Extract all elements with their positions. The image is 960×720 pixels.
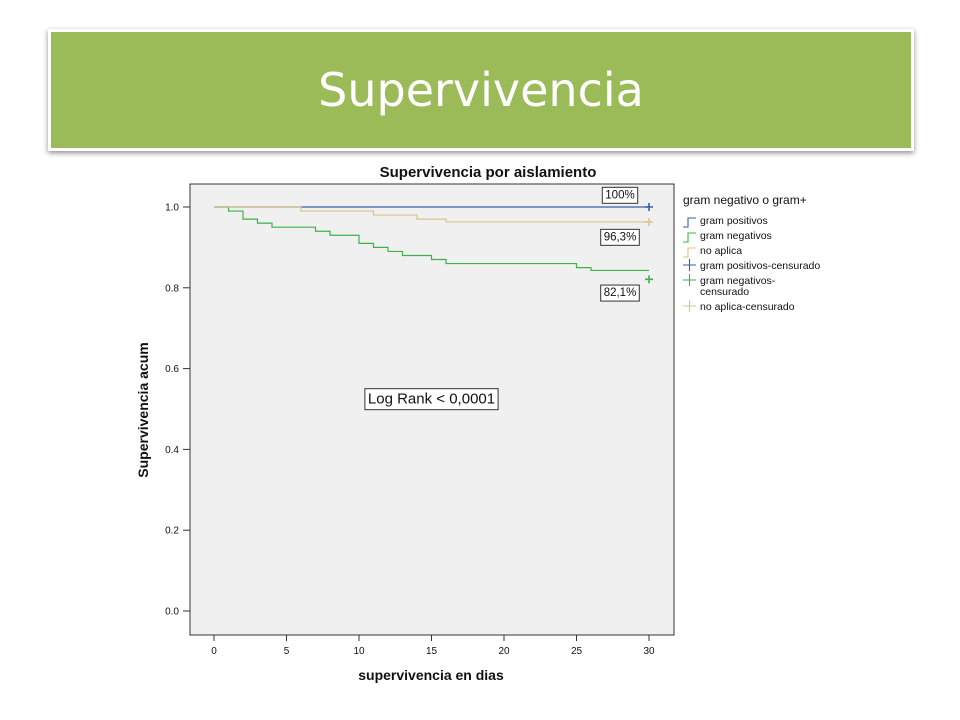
y-tick-label: 0.4 (165, 445, 179, 456)
x-axis-label: supervivencia en dias (358, 667, 504, 683)
annotation-label: 100% (605, 189, 634, 201)
y-axis-label: Supervivencia acum (135, 342, 151, 477)
annotation-label: 82,1% (604, 287, 637, 299)
y-tick-label: 0.8 (165, 283, 179, 294)
annotation-box (600, 228, 640, 246)
y-tick-label: 0.6 (165, 364, 179, 375)
legend-swatch-step (683, 247, 696, 258)
annotations: 100% 96,3% 82,1% Log Rank < 0,0001 (364, 186, 640, 411)
x-tick-label: 5 (284, 646, 290, 657)
legend-entry-label: gram positivos (700, 215, 768, 227)
series-line-1 (214, 206, 649, 272)
x-tick-label: 20 (498, 646, 510, 657)
censor-mark-2 (645, 217, 653, 226)
legend-entry-label: no aplica (700, 245, 742, 257)
censor-mark-1 (645, 275, 653, 284)
x-axis: 0 5 10 15 20 25 30 (211, 635, 655, 657)
legend-entry-label: gram negativos-censurado (700, 275, 776, 298)
legend-title: gram negativo o gram+ (683, 193, 807, 207)
legend-swatch-plus (683, 259, 696, 271)
series-line-2 (214, 206, 649, 223)
legend-entry-label: gram negativos (700, 230, 772, 242)
annotation-box (364, 388, 499, 411)
legend-entry-label: gram positivos-censurado (700, 260, 820, 272)
censor-mark-0 (645, 203, 653, 211)
x-tick-label: 25 (571, 646, 583, 657)
y-axis: 0.0 0.2 0.4 0.6 0.8 1.0 (165, 203, 190, 618)
annotation-label: 96,3% (604, 231, 637, 243)
censor-marks (645, 203, 653, 284)
series-layer (214, 206, 649, 272)
legend-swatch-plus (683, 274, 696, 286)
x-tick-label: 0 (211, 646, 217, 657)
y-tick-label: 1.0 (165, 203, 179, 214)
chart-title: Supervivencia por aislamiento (380, 164, 597, 181)
legend-swatch-step (683, 217, 696, 228)
legend-swatch-step (683, 232, 696, 243)
legend: gram negativo o gram+ gram positivos gram… (683, 193, 820, 313)
x-tick-label: 30 (643, 646, 655, 657)
y-tick-label: 0.0 (165, 607, 179, 618)
x-tick-label: 10 (353, 646, 365, 657)
annotation-box (600, 284, 640, 302)
annotation-box (601, 186, 639, 204)
y-tick-label: 0.2 (165, 526, 179, 537)
annotation-label: Log Rank < 0,0001 (368, 391, 495, 408)
slide-title: Supervivencia (318, 63, 644, 117)
legend-swatch-plus (683, 300, 696, 312)
slide-title-banner: Supervivencia (48, 29, 914, 151)
legend-entry-label: no aplica-censurado (700, 301, 795, 313)
x-tick-label: 15 (426, 646, 438, 657)
